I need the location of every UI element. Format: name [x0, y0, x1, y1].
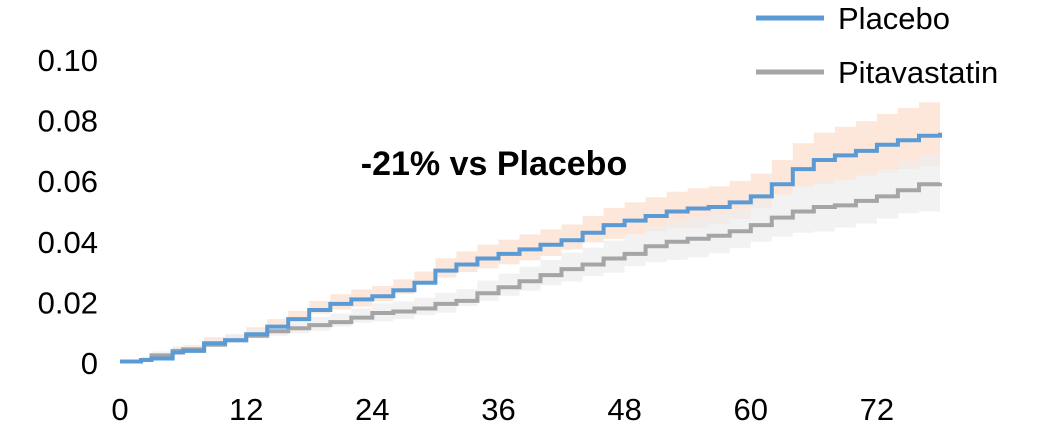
y-tick-label: 0.04	[38, 225, 98, 260]
y-tick-label: 0.10	[38, 43, 98, 78]
x-tick-label: 24	[355, 392, 389, 426]
legend-label-pitavastatin: Pitavastatin	[838, 55, 998, 90]
y-tick-label: 0.08	[38, 104, 98, 139]
x-tick-label: 72	[860, 392, 894, 426]
confidence-bands	[120, 97, 940, 364]
legend-label-placebo: Placebo	[838, 1, 950, 36]
y-tick-label: 0.06	[38, 164, 98, 199]
annotation: -21% vs Placebo	[361, 145, 627, 183]
series-lines	[120, 132, 942, 364]
x-axis-ticks: 0 12 24 36 48 60 72	[111, 392, 894, 426]
x-tick-label: 60	[734, 392, 768, 426]
y-axis-ticks: 0 0.02 0.04 0.06 0.08 0.10	[38, 43, 98, 381]
y-tick-label: 0	[81, 346, 98, 381]
legend: Placebo Pitavastatin	[756, 1, 998, 90]
series-line-placebo	[120, 132, 942, 364]
y-tick-label: 0.02	[38, 285, 98, 320]
x-tick-label: 48	[607, 392, 641, 426]
x-tick-label: 0	[111, 392, 128, 426]
confidence-band-placebo	[120, 97, 940, 364]
x-tick-label: 12	[229, 392, 263, 426]
x-tick-label: 36	[481, 392, 515, 426]
confidence-band-pitavastatin	[120, 153, 940, 363]
